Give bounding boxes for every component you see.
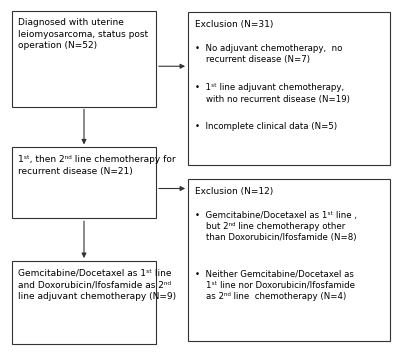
Text: 1ˢᵗ, then 2ⁿᵈ line chemotherapy for
recurrent disease (N=21): 1ˢᵗ, then 2ⁿᵈ line chemotherapy for recu…	[18, 155, 176, 176]
Text: Exclusion (N=31): Exclusion (N=31)	[195, 20, 274, 29]
Text: •  Neither Gemcitabine/Docetaxel as
    1ˢᵗ line nor Doxorubicin/Ifosfamide
    : • Neither Gemcitabine/Docetaxel as 1ˢᵗ l…	[195, 270, 355, 301]
Text: •  Incomplete clinical data (N=5): • Incomplete clinical data (N=5)	[195, 122, 337, 131]
Text: •  No adjuvant chemotherapy,  no
    recurrent disease (N=7): • No adjuvant chemotherapy, no recurrent…	[195, 44, 342, 65]
Text: Exclusion (N=12): Exclusion (N=12)	[195, 187, 274, 196]
Bar	[12, 11, 156, 107]
Text: •  1ˢᵗ line adjuvant chemotherapy,
    with no recurrent disease (N=19): • 1ˢᵗ line adjuvant chemotherapy, with n…	[195, 83, 350, 104]
Bar	[12, 147, 156, 218]
Text: Diagnosed with uterine
leiomyosarcoma, status post
operation (N=52): Diagnosed with uterine leiomyosarcoma, s…	[18, 18, 148, 50]
Bar	[188, 12, 390, 165]
Text: •  Gemcitabine/Docetaxel as 1ˢᵗ line ,
    but 2ⁿᵈ line chemotherapy other
    t: • Gemcitabine/Docetaxel as 1ˢᵗ line , bu…	[195, 211, 357, 242]
Bar	[12, 261, 156, 344]
Bar	[188, 179, 390, 341]
Text: Gemcitabine/Docetaxel as 1ˢᵗ line
and Doxorubicin/Ifosfamide as 2ⁿᵈ
line adjuvan: Gemcitabine/Docetaxel as 1ˢᵗ line and Do…	[18, 269, 176, 301]
